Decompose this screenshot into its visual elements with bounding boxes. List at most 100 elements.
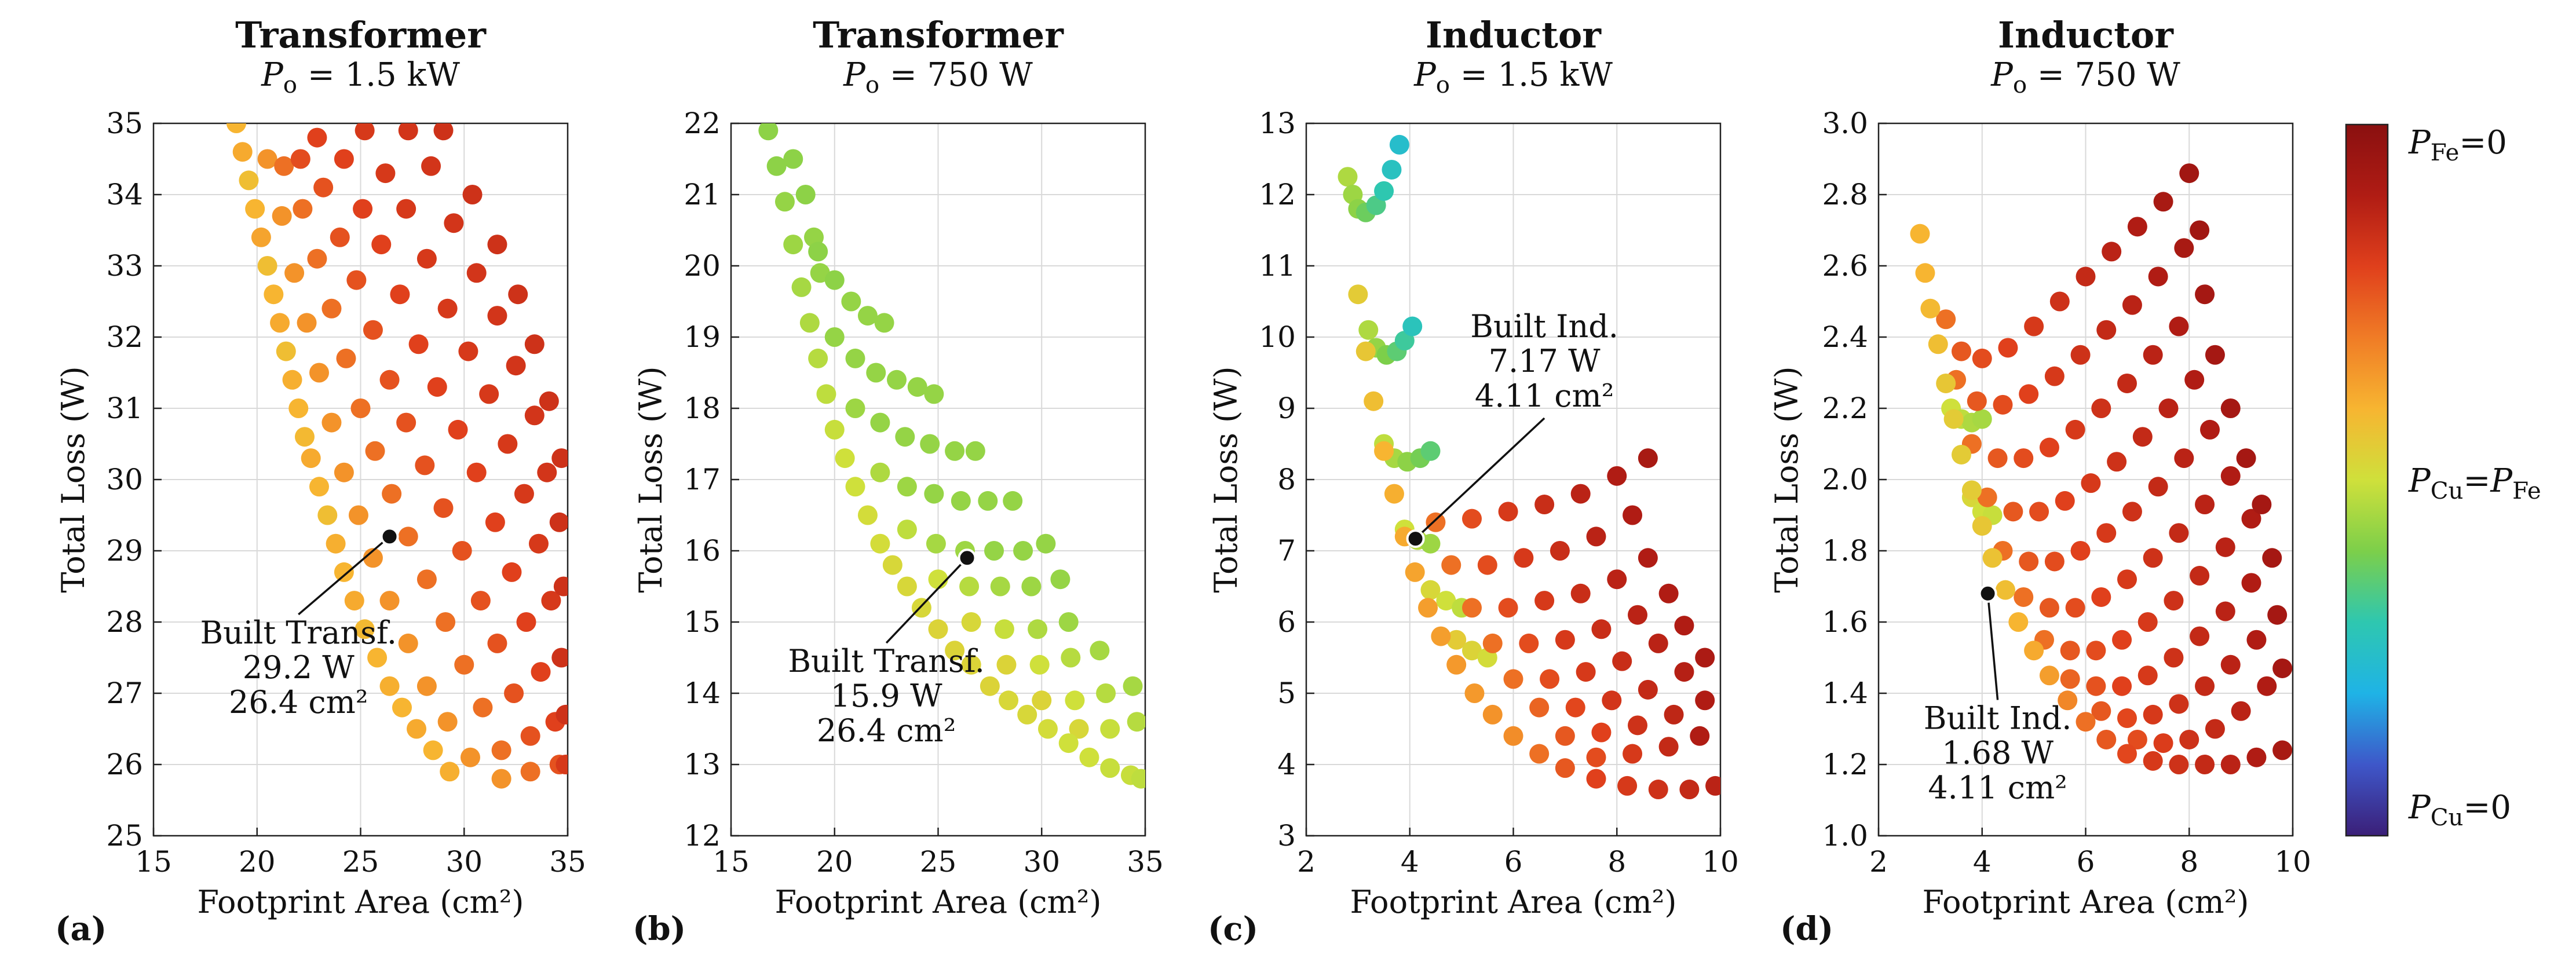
data-point bbox=[2205, 719, 2225, 739]
data-point bbox=[396, 412, 416, 433]
data-point bbox=[808, 348, 828, 368]
data-point bbox=[514, 484, 534, 504]
panel-title: Inductor bbox=[1998, 14, 2174, 56]
data-point bbox=[355, 619, 375, 639]
annotation-line: 4.11 cm² bbox=[1928, 770, 2067, 806]
data-point bbox=[1628, 605, 1647, 625]
data-point bbox=[2070, 345, 2091, 365]
data-point bbox=[448, 419, 468, 440]
annotation-line: 29.2 W bbox=[243, 649, 355, 686]
data-point bbox=[2143, 751, 2163, 771]
x-tick-label: 2 bbox=[1869, 845, 1888, 879]
data-point bbox=[491, 769, 511, 789]
y-tick-label: 1.2 bbox=[1822, 748, 1868, 781]
data-point bbox=[307, 127, 327, 148]
data-point bbox=[1987, 448, 2008, 469]
data-point bbox=[274, 156, 294, 176]
data-point bbox=[1529, 744, 1550, 764]
data-point bbox=[433, 498, 454, 518]
x-tick-label: 4 bbox=[1973, 845, 1992, 879]
data-point bbox=[2039, 598, 2059, 618]
data-point bbox=[1498, 502, 1518, 522]
data-point bbox=[1591, 722, 1612, 742]
data-point bbox=[520, 726, 540, 746]
data-point bbox=[257, 256, 277, 276]
data-point bbox=[363, 320, 383, 340]
data-point bbox=[257, 149, 277, 169]
data-point bbox=[294, 427, 315, 447]
data-point bbox=[1565, 697, 1585, 718]
y-tick-label: 20 bbox=[684, 249, 721, 283]
data-point bbox=[2169, 694, 2189, 714]
data-point bbox=[539, 391, 559, 411]
annotation-line: 26.4 cm² bbox=[229, 684, 368, 720]
data-point bbox=[421, 156, 441, 176]
data-point bbox=[2076, 712, 2096, 732]
data-point bbox=[2215, 601, 2235, 621]
data-point bbox=[334, 462, 354, 482]
y-tick-label: 18 bbox=[684, 392, 721, 425]
data-point bbox=[1431, 626, 1451, 646]
data-point bbox=[1972, 515, 1992, 536]
data-point bbox=[2272, 658, 2293, 678]
data-point bbox=[313, 177, 334, 197]
data-point bbox=[870, 412, 890, 433]
data-point bbox=[1936, 373, 1956, 393]
annotation-line: 1.68 W bbox=[1942, 735, 2054, 771]
data-point bbox=[845, 398, 865, 418]
built-design-marker bbox=[958, 548, 977, 568]
data-point bbox=[2065, 598, 2085, 618]
data-point bbox=[1995, 580, 2015, 600]
data-point bbox=[2215, 537, 2235, 557]
colorbar: PFe=0 PCu=PFe PCu=0 bbox=[2345, 123, 2541, 837]
data-point bbox=[2102, 242, 2122, 262]
data-point bbox=[427, 377, 447, 397]
data-point bbox=[487, 306, 507, 326]
data-point bbox=[416, 676, 437, 696]
data-point bbox=[506, 356, 526, 376]
data-point bbox=[2236, 448, 2256, 469]
data-point bbox=[926, 533, 946, 554]
data-point bbox=[2058, 690, 2078, 711]
x-tick-label: 10 bbox=[1702, 845, 1739, 879]
data-point bbox=[1602, 690, 1622, 711]
data-point bbox=[1418, 598, 1438, 618]
data-point bbox=[353, 199, 373, 219]
data-point bbox=[824, 419, 845, 440]
y-tick-label: 1.0 bbox=[1822, 819, 1868, 853]
data-point bbox=[371, 235, 392, 255]
data-point bbox=[524, 405, 545, 426]
y-tick-label: 1.4 bbox=[1822, 676, 1868, 710]
data-point bbox=[1503, 726, 1523, 746]
colorbar-top-label: PFe=0 bbox=[2408, 124, 2507, 166]
data-point bbox=[783, 149, 803, 169]
data-point bbox=[980, 676, 1000, 696]
data-point bbox=[466, 263, 487, 283]
y-tick-label: 35 bbox=[106, 107, 143, 140]
data-point bbox=[824, 270, 845, 290]
data-point bbox=[2065, 419, 2085, 440]
data-point bbox=[887, 370, 907, 390]
data-point bbox=[2246, 630, 2267, 650]
panel-d: 2 4 6 8 10 1.0 1.2 1.4 1.6 1.8 2.0 2.2 2.4 2.6 2.8 3.0 F… bbox=[1769, 14, 2311, 948]
panel-letter: (a) bbox=[55, 910, 107, 948]
colorbar-gradient bbox=[2345, 123, 2389, 837]
data-point bbox=[1477, 555, 1497, 575]
data-point bbox=[440, 762, 460, 782]
y-tick-label: 11 bbox=[1259, 249, 1296, 283]
data-point bbox=[1910, 224, 1930, 244]
data-point bbox=[2039, 437, 2059, 458]
data-point bbox=[857, 306, 878, 326]
x-tick-label: 15 bbox=[135, 845, 172, 879]
built-design-marker bbox=[1978, 584, 1997, 603]
data-point bbox=[2179, 163, 2199, 184]
y-tick-label: 27 bbox=[106, 676, 143, 710]
data-point bbox=[1402, 316, 1423, 336]
panel-letter: (b) bbox=[633, 910, 686, 948]
data-point bbox=[1446, 630, 1467, 650]
data-point bbox=[907, 377, 927, 397]
data-point bbox=[2153, 192, 2173, 212]
data-point bbox=[1441, 555, 1461, 575]
data-point bbox=[379, 591, 400, 611]
data-point bbox=[1638, 548, 1658, 568]
